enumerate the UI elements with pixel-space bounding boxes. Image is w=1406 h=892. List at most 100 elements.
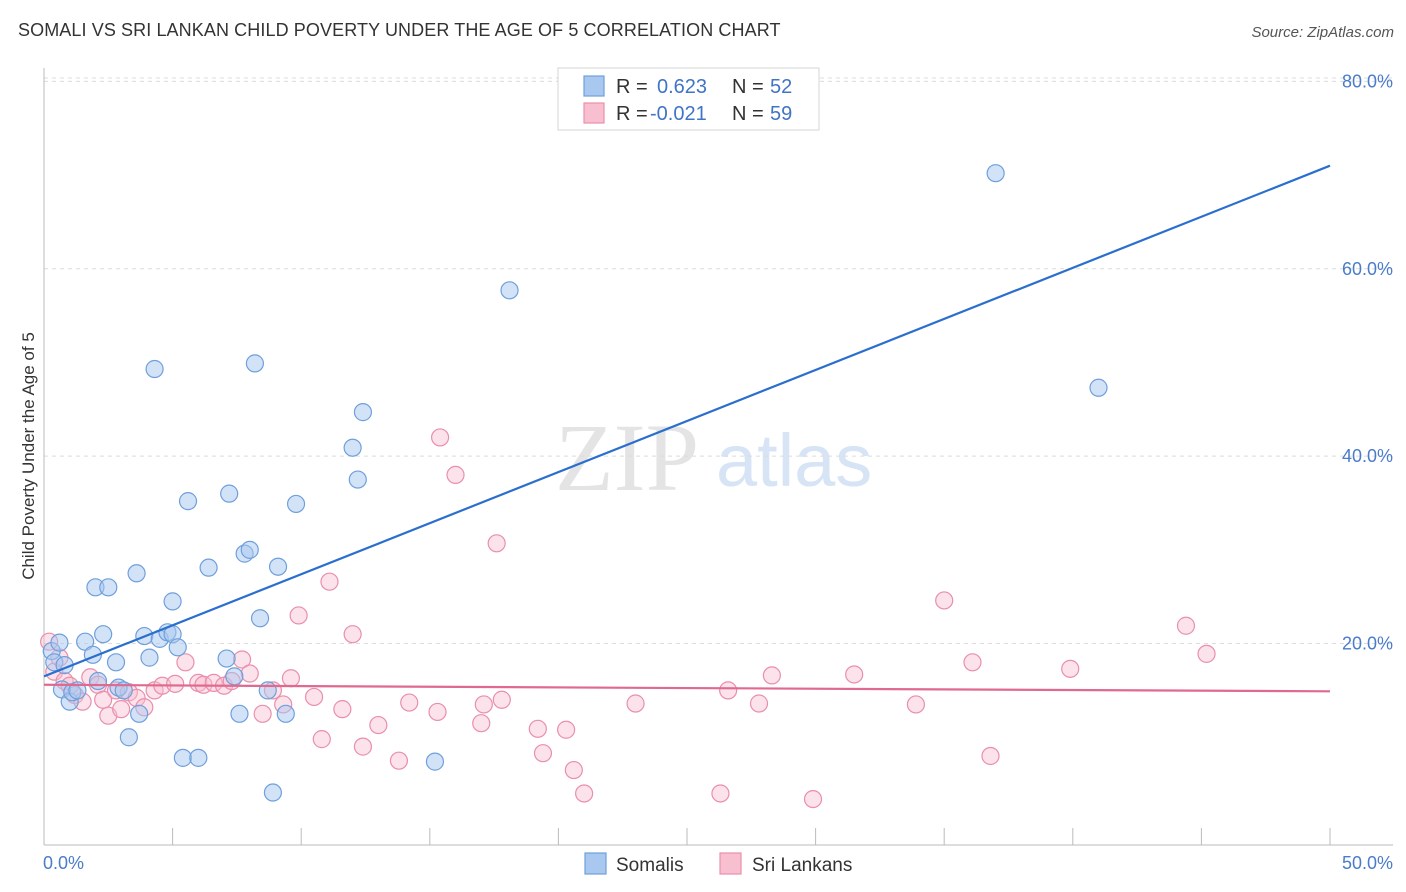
- legend-r-value-sri-lankans: -0.021: [650, 103, 707, 125]
- somalis-point: [353, 403, 373, 422]
- somalis-point: [88, 671, 108, 691]
- bottom-legend-swatch-sri-lankans: [719, 852, 742, 875]
- legend-r-value-somalis: 0.623: [657, 76, 707, 98]
- somalis-point: [986, 164, 1005, 183]
- sri-lankans-point: [176, 653, 195, 672]
- somalis-point: [140, 648, 159, 667]
- legend-r-label-somalis: R =: [616, 76, 648, 98]
- somalis-point: [178, 492, 198, 511]
- sri-lankans-point: [963, 653, 982, 672]
- sri-lankans-point: [575, 784, 594, 803]
- somalis-point: [230, 704, 249, 723]
- sri-lankans-point: [166, 674, 185, 693]
- sri-lankans-point: [428, 702, 447, 722]
- somalis-point: [263, 783, 283, 802]
- somalis-point: [106, 653, 126, 672]
- y-tick-label-3: 80.0%: [1342, 71, 1393, 91]
- somalis-point: [130, 704, 149, 723]
- somalis-point: [127, 564, 146, 583]
- sri-lankans-point: [281, 669, 301, 688]
- sri-lankans-point: [749, 694, 769, 713]
- sri-lankans-point: [112, 700, 131, 719]
- sri-lankans-point: [533, 744, 553, 763]
- sri-lankans-point: [369, 715, 388, 735]
- legend-n-label-somalis: N =: [732, 76, 764, 98]
- somalis-point: [68, 681, 87, 700]
- legend-swatch-somalis: [583, 75, 605, 97]
- sri-lankans-point: [906, 695, 926, 714]
- sri-lankans-point: [981, 746, 1000, 766]
- sri-lankans-point: [446, 465, 465, 484]
- axes: [43, 68, 1393, 846]
- sri-lankans-point: [430, 428, 450, 447]
- y-axis-label: Child Poverty Under the Age of 5: [19, 332, 38, 580]
- somalis-point: [189, 748, 208, 767]
- sri-lankans-point: [474, 695, 493, 714]
- somalis-point: [199, 558, 218, 577]
- trend-lines: [43, 164, 1331, 693]
- sri-lankans-point: [487, 534, 506, 553]
- sri-lankans-point: [1061, 659, 1080, 678]
- sri-lankans-point: [320, 572, 339, 591]
- sri-lankans-point: [711, 784, 730, 803]
- sri-lankans-point: [472, 714, 491, 733]
- sri-lankans-point: [304, 687, 324, 707]
- watermark-zip: ZIP: [555, 404, 699, 511]
- sri-lankans-point: [389, 751, 409, 770]
- somalis-trend-line: [43, 164, 1331, 678]
- somalis-point: [286, 494, 306, 514]
- somalis-point: [268, 557, 288, 576]
- legend-n-label-sri-lankans: N =: [732, 103, 764, 125]
- watermark: ZIP atlas: [555, 404, 872, 511]
- somalis-point: [250, 609, 270, 628]
- sri-lankans-point: [492, 690, 511, 709]
- series-legend: Somalis Sri Lankans: [584, 852, 852, 876]
- sri-lankans-point: [333, 700, 352, 719]
- correlation-legend: R = 0.623 N = 52 R = -0.021 N = 59: [557, 67, 820, 131]
- sri-lankans-point: [353, 737, 373, 756]
- bottom-legend-label-sri-lankans: Sri Lankans: [752, 855, 852, 876]
- source-label: Source: ZipAtlas.com: [1251, 24, 1394, 41]
- legend-n-value-somalis: 52: [770, 76, 792, 98]
- sri-lankans-point: [1197, 644, 1216, 663]
- somalis-point: [425, 752, 445, 771]
- x-tick-max: 50.0%: [1342, 853, 1393, 873]
- somalis-point: [94, 625, 113, 644]
- sri-lankans-point: [803, 789, 823, 809]
- y-tick-label-2: 60.0%: [1342, 259, 1393, 279]
- somalis-point: [119, 728, 138, 747]
- sri-lankans-point: [204, 673, 223, 693]
- somalis-point: [1089, 378, 1108, 397]
- bottom-legend-label-somalis: Somalis: [616, 855, 684, 876]
- somalis-point: [220, 484, 239, 503]
- legend-n-value-sri-lankans: 59: [770, 103, 792, 125]
- somalis-point: [168, 638, 187, 657]
- sri-lankans-point: [564, 760, 583, 780]
- sri-lankans-point: [400, 693, 419, 712]
- somalis-point: [50, 633, 69, 652]
- sri-lankans-point: [935, 591, 954, 610]
- sri-lankans-point: [626, 694, 645, 713]
- sri-lankans-point: [557, 720, 576, 739]
- somalis-point: [225, 667, 244, 686]
- legend-r-label-sri-lankans: R =: [616, 103, 648, 125]
- somalis-point: [145, 359, 164, 379]
- sri-lankans-point: [845, 665, 864, 684]
- sri-lankans-point: [528, 719, 547, 738]
- somalis-point: [240, 540, 259, 559]
- x-tick-min: 0.0%: [43, 853, 84, 873]
- somalis-point: [163, 592, 182, 611]
- sri-lankans-point: [289, 606, 308, 625]
- chart-title: SOMALI VS SRI LANKAN CHILD POVERTY UNDER…: [18, 20, 781, 40]
- y-tick-label-1: 40.0%: [1342, 446, 1393, 466]
- somalis-point: [217, 649, 236, 668]
- sri-lankans-point: [253, 704, 272, 723]
- somalis-point: [258, 681, 277, 700]
- sri-lankans-point: [1176, 616, 1196, 635]
- watermark-atlas: atlas: [716, 419, 872, 502]
- sri-lankans-point: [343, 625, 362, 644]
- somalis-point: [276, 704, 295, 723]
- somalis-point: [348, 470, 367, 489]
- somalis-point: [500, 281, 519, 300]
